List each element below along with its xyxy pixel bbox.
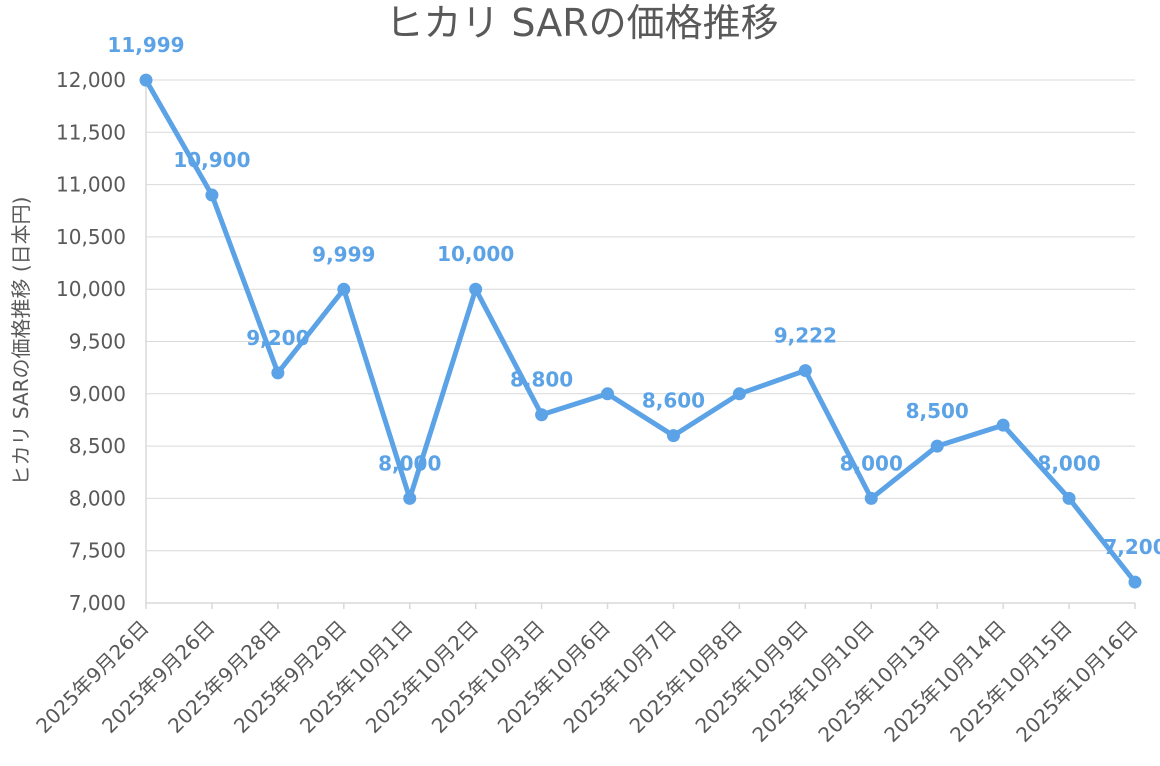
y-tick-label: 8,000: [69, 486, 126, 510]
x-axis-ticks: 2025年9月26日2025年9月26日2025年9月28日2025年9月29日…: [31, 603, 1143, 747]
data-label: 7,200: [1103, 535, 1160, 559]
y-tick-label: 10,500: [56, 225, 126, 249]
data-label: 11,999: [107, 33, 184, 57]
x-tick-label: 2025年10月3日: [427, 616, 549, 738]
y-tick-label: 10,000: [56, 277, 126, 301]
y-tick-label: 7,500: [69, 539, 126, 563]
data-point: [601, 387, 615, 401]
data-point: [139, 73, 153, 87]
data-point: [996, 418, 1010, 432]
x-tick-label: 2025年9月29日: [229, 616, 351, 738]
data-label: 10,900: [173, 148, 250, 172]
data-label: 8,000: [840, 451, 903, 475]
data-point: [1062, 491, 1076, 505]
data-point: [732, 387, 746, 401]
data-label: 8,000: [378, 451, 441, 475]
data-point: [666, 429, 680, 443]
y-tick-label: 12,000: [56, 68, 126, 92]
data-points: [139, 73, 1142, 589]
x-tick-label: 2025年10月15日: [945, 616, 1076, 747]
x-tick-label: 2025年10月6日: [493, 616, 615, 738]
x-tick-label: 2025年10月7日: [559, 616, 681, 738]
data-point: [930, 439, 944, 453]
x-tick-label: 2025年10月9日: [690, 616, 812, 738]
x-tick-label: 2025年9月26日: [97, 616, 219, 738]
x-tick-label: 2025年9月26日: [31, 616, 153, 738]
data-point: [798, 364, 812, 378]
data-label: 9,222: [774, 324, 837, 348]
data-point: [864, 491, 878, 505]
x-tick-label: 2025年10月14日: [879, 616, 1010, 747]
series-line: [143, 77, 1138, 585]
y-tick-label: 11,500: [56, 120, 126, 144]
data-point: [1128, 575, 1142, 589]
data-label: 8,000: [1037, 451, 1100, 475]
x-tick-label: 2025年10月16日: [1011, 616, 1142, 747]
y-tick-label: 9,500: [69, 330, 126, 354]
data-label: 9,200: [246, 326, 309, 350]
data-labels: 11,999 10,900 9,200 9,999 8,000 10,000 8,800 8,…: [107, 33, 1160, 559]
y-tick-label: 7,000: [69, 591, 126, 615]
x-tick-label: 2025年10月13日: [813, 616, 944, 747]
data-label: 9,999: [312, 242, 375, 266]
y-tick-label: 11,000: [56, 173, 126, 197]
gridlines: [145, 79, 1135, 604]
data-point: [535, 408, 549, 422]
data-label: 8,600: [642, 389, 705, 413]
data-point: [403, 491, 417, 505]
data-point: [469, 282, 483, 296]
y-axis-label: ヒカリ SARの価格推移 (日本円): [9, 197, 33, 486]
y-axis-ticks: 7,000 7,500 8,000 8,500 9,000 9,500 10,000 10,5…: [56, 68, 126, 615]
y-tick-label: 9,000: [69, 382, 126, 406]
chart-title: ヒカリ SARの価格推移: [385, 1, 778, 45]
data-label: 10,000: [437, 242, 514, 266]
x-tick-label: 2025年9月28日: [163, 616, 285, 738]
data-point: [205, 188, 219, 202]
x-tick-label: 2025年10月1日: [295, 616, 417, 738]
x-tick-label: 2025年10月10日: [747, 616, 878, 747]
data-point: [271, 366, 285, 380]
price-line: [143, 77, 1138, 585]
x-tick-label: 2025年10月2日: [361, 616, 483, 738]
data-label: 8,800: [510, 368, 573, 392]
y-tick-label: 8,500: [69, 434, 126, 458]
data-label: 8,500: [906, 399, 969, 423]
x-tick-label: 2025年10月8日: [625, 616, 747, 738]
data-point: [337, 282, 351, 296]
